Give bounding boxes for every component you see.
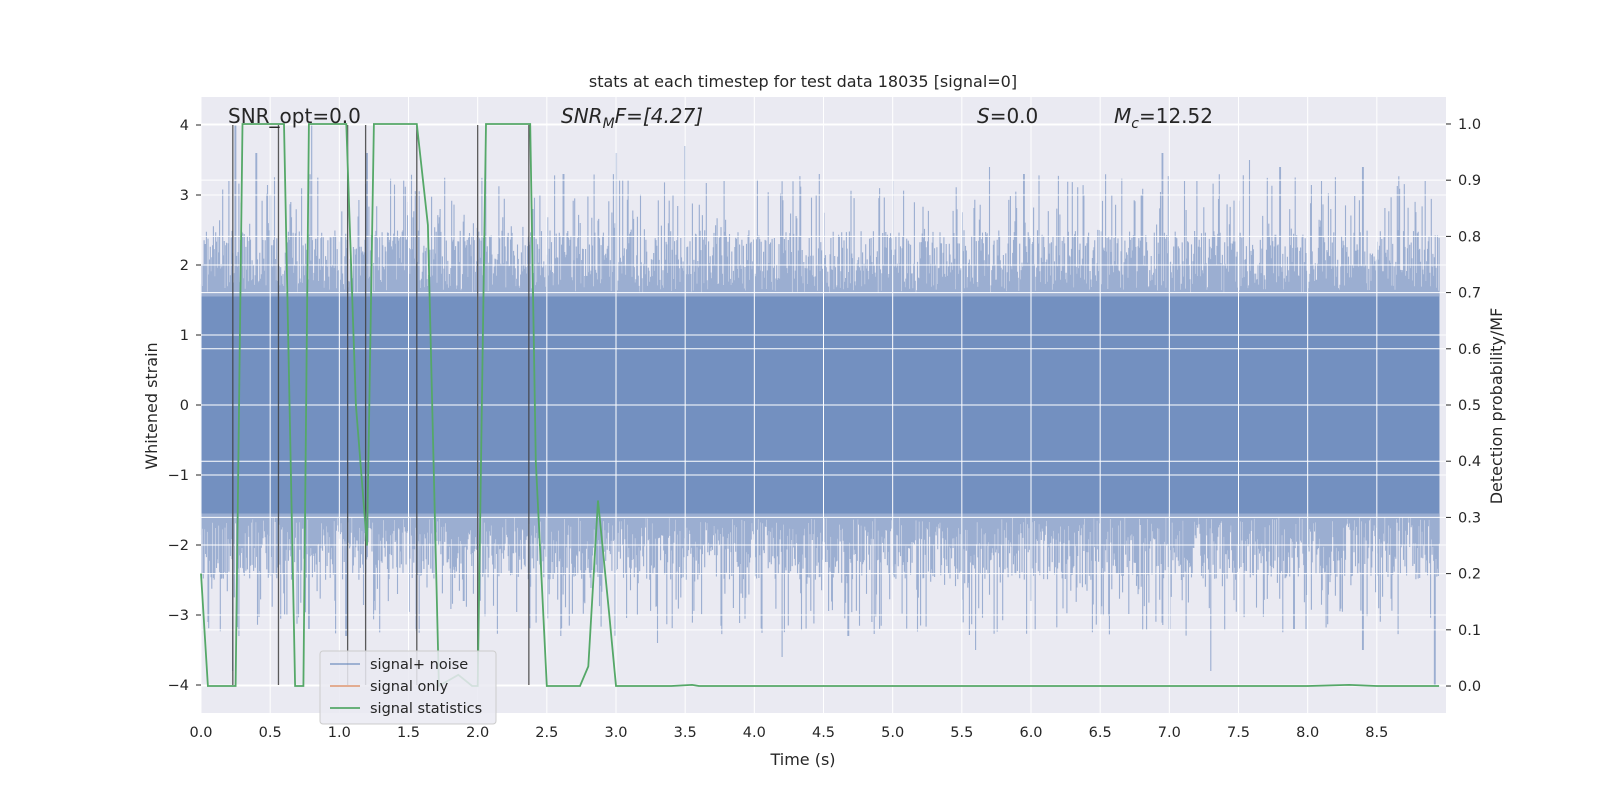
legend-label-signal-statistics: signal statistics bbox=[370, 701, 482, 717]
s-rest: =0.0 bbox=[990, 104, 1039, 128]
x-tick-label: 8.0 bbox=[1296, 725, 1319, 741]
x-tick-label: 0.5 bbox=[259, 725, 282, 741]
y2-tick-label: 1.0 bbox=[1458, 117, 1481, 133]
series-signal-statistics bbox=[200, 123, 1440, 688]
y2-tick-label: 0.7 bbox=[1458, 286, 1481, 302]
x-tick-label: 7.0 bbox=[1158, 725, 1181, 741]
y-tick-label: 1 bbox=[180, 328, 189, 344]
x-tick-label: 1.5 bbox=[397, 725, 420, 741]
x-axis-label: Time (s) bbox=[769, 750, 835, 769]
y-tick-label: 2 bbox=[180, 258, 189, 274]
x-tick-label: 1.0 bbox=[328, 725, 351, 741]
snr-mf-main: SNR bbox=[561, 104, 603, 128]
y2-tick-label: 0.0 bbox=[1458, 679, 1481, 695]
mc-main: M bbox=[1114, 104, 1131, 128]
s-main: S bbox=[977, 104, 990, 128]
x-tick-label: 0.0 bbox=[189, 725, 212, 741]
y2-tick-label: 0.4 bbox=[1458, 454, 1481, 470]
x-tick-label: 4.5 bbox=[812, 725, 835, 741]
legend-label-signal-only: signal only bbox=[370, 679, 449, 695]
legend-box bbox=[319, 650, 497, 725]
legend: signal+ noise signal only signal statist… bbox=[319, 650, 497, 725]
x-tick-label: 5.0 bbox=[881, 725, 904, 741]
y-tick-label: 0 bbox=[180, 398, 189, 414]
s-annotation: S=0.0 bbox=[977, 104, 1038, 128]
y2-tick-label: 0.6 bbox=[1458, 342, 1481, 358]
y-tick-label: 4 bbox=[180, 118, 189, 134]
chart-title: stats at each timestep for test data 180… bbox=[589, 72, 1017, 91]
y2-tick-label: 0.3 bbox=[1458, 510, 1481, 526]
x-tick-label: 3.0 bbox=[604, 725, 627, 741]
legend-label-signal-noise: signal+ noise bbox=[370, 657, 468, 673]
y2-tick-label: 0.8 bbox=[1458, 229, 1481, 245]
x-tick-label: 6.0 bbox=[1019, 725, 1042, 741]
x-tick-label: 2.5 bbox=[535, 725, 558, 741]
x-tick-label: 3.5 bbox=[674, 725, 697, 741]
y2-tick-label: 0.5 bbox=[1458, 398, 1481, 414]
y-tick-label: −4 bbox=[168, 678, 189, 694]
y2-axis-label: Detection probability/MF bbox=[1487, 308, 1506, 505]
y2-tick-label: 0.9 bbox=[1458, 173, 1481, 189]
x-tick-label: 6.5 bbox=[1089, 725, 1112, 741]
y2-tick-label: 0.1 bbox=[1458, 623, 1481, 639]
mc-sub: c bbox=[1131, 116, 1139, 132]
y-tick-label: −2 bbox=[168, 538, 189, 554]
x-tick-label: 4.0 bbox=[743, 725, 766, 741]
x-tick-label: 7.5 bbox=[1227, 725, 1250, 741]
snr-mf-annotation: SNRMF=[4.27] bbox=[561, 104, 703, 132]
y-tick-label: −1 bbox=[168, 468, 189, 484]
snr-mf-rest: F=[4.27] bbox=[615, 104, 703, 128]
y-axis-label: Whitened strain bbox=[142, 342, 161, 469]
x-tick-label: 5.5 bbox=[950, 725, 973, 741]
snr-mf-sub: M bbox=[603, 116, 615, 132]
y-tick-label: 3 bbox=[180, 188, 189, 204]
y2-tick-label: 0.2 bbox=[1458, 567, 1481, 583]
mc-annotation: Mc=12.52 bbox=[1114, 104, 1213, 132]
y-tick-label: −3 bbox=[168, 608, 189, 624]
mc-rest: =12.52 bbox=[1139, 104, 1213, 128]
snr-opt-annotation: SNR_opt=0.0 bbox=[228, 104, 361, 128]
x-tick-label: 2.0 bbox=[466, 725, 489, 741]
x-tick-label: 8.5 bbox=[1365, 725, 1388, 741]
